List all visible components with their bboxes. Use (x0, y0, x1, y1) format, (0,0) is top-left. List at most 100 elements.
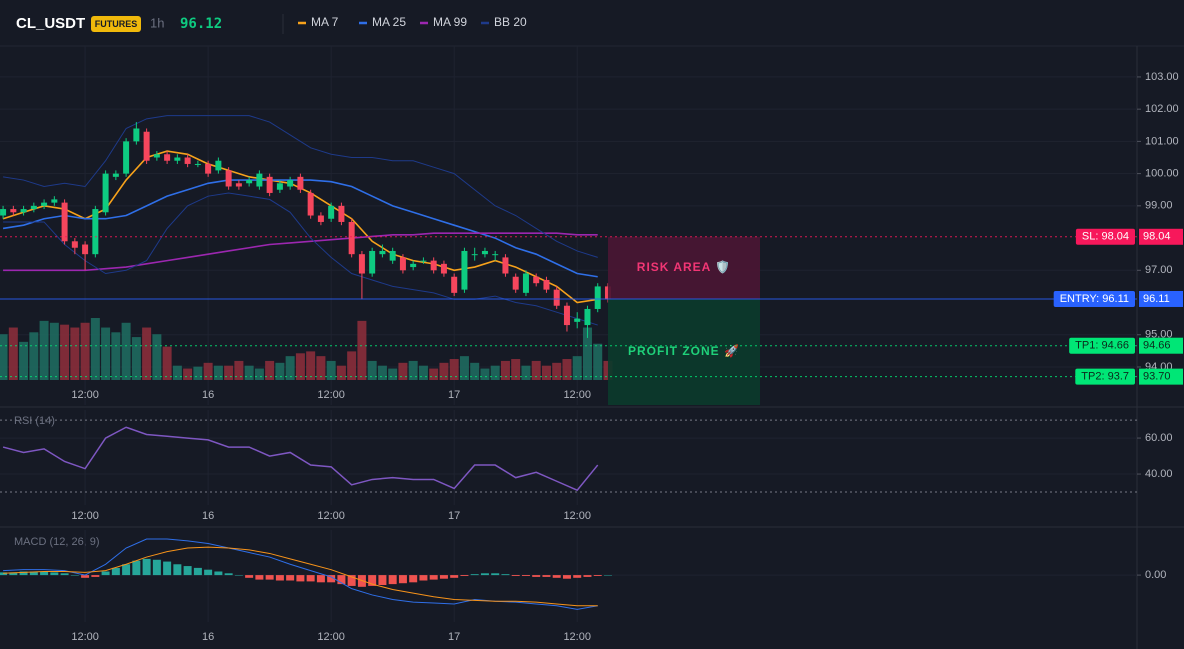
volume-bar (90, 318, 100, 380)
x-tick-label: 16 (202, 631, 214, 643)
legend-label: MA 25 (372, 15, 406, 29)
candle-body (563, 305, 570, 326)
macd-line (3, 546, 598, 607)
histogram-bar (19, 571, 28, 576)
volume-bar (326, 360, 336, 380)
volume-bar (500, 360, 510, 380)
candle-body (317, 215, 324, 222)
histogram-bar (224, 573, 233, 576)
volume-bar (336, 365, 346, 380)
histogram-bar (347, 575, 356, 586)
axis-level-bg (1139, 337, 1183, 354)
candle-body (410, 263, 417, 268)
histogram-bar (378, 575, 387, 586)
x-tick-label: 17 (448, 389, 460, 401)
histogram-bar (419, 575, 428, 581)
interval: 1h (150, 15, 164, 30)
candle-body (205, 163, 212, 174)
candle-body (358, 254, 365, 274)
y-tick-label: 99.00 (1145, 200, 1173, 212)
histogram-bar (450, 575, 459, 578)
level-label-bg (1069, 337, 1135, 354)
x-tick-label: 12:00 (563, 389, 591, 401)
histogram-bar (316, 575, 325, 583)
y-tick-label: 40.00 (1145, 468, 1173, 480)
volume-bar (142, 327, 152, 380)
volume-bar (152, 334, 162, 380)
y-tick-label: 97.00 (1145, 264, 1173, 276)
candle-body (451, 276, 458, 293)
histogram-bar (245, 575, 254, 578)
candle-body (102, 173, 109, 213)
volume-bar (131, 337, 141, 380)
x-tick-label: 12:00 (317, 631, 345, 643)
y-tick-label: 100.00 (1145, 168, 1179, 180)
volume-bar (582, 327, 592, 380)
candle-body (307, 192, 314, 216)
histogram-bar (163, 561, 172, 576)
y-tick-label: 101.00 (1145, 135, 1179, 147)
histogram-bar (388, 575, 397, 585)
legend-label: BB 20 (494, 15, 527, 29)
volume-bar (459, 356, 469, 380)
volume-bar (511, 359, 521, 380)
zone-label: PROFIT ZONE 🚀 (628, 344, 740, 358)
candle-body (553, 289, 560, 306)
histogram-bar (50, 572, 59, 576)
candle-body (246, 180, 253, 184)
candle-body (194, 163, 201, 165)
candle-body (71, 241, 78, 248)
histogram-bar (532, 575, 541, 577)
volume-bar (224, 365, 234, 380)
axis-level-label: 93.70 (1143, 371, 1171, 383)
candle-body (471, 254, 478, 256)
y-tick-label: 95.00 (1145, 329, 1173, 341)
histogram-bar (439, 575, 448, 579)
volume-bar (480, 368, 490, 380)
volume-bar (265, 360, 275, 380)
volume-bar (39, 320, 49, 380)
histogram-bar (142, 558, 151, 576)
candle-body (92, 209, 99, 255)
x-tick-label: 16 (202, 389, 214, 401)
candle-body (225, 170, 232, 187)
histogram-bar (296, 575, 305, 582)
volume-bar (439, 362, 449, 380)
candle-body (399, 257, 406, 271)
candle-body (502, 257, 509, 274)
x-tick-label: 12:00 (71, 631, 99, 643)
volume-bar (162, 346, 172, 380)
candle-body (0, 209, 7, 216)
candle-body (266, 176, 273, 193)
candle-body (574, 318, 581, 322)
candle-body (297, 176, 304, 190)
histogram-bar (583, 575, 592, 577)
candle-body (369, 250, 376, 274)
x-tick-label: 16 (202, 510, 214, 522)
volume-bar (234, 360, 244, 380)
level-label-bg (1075, 368, 1135, 385)
axis-level-bg (1139, 290, 1183, 307)
histogram-bar (81, 575, 90, 578)
histogram-bar (603, 575, 612, 576)
volume-bar (0, 334, 8, 380)
histogram-bar (511, 575, 520, 576)
x-tick-label: 12:00 (317, 389, 345, 401)
candle-body (276, 183, 283, 190)
candle-body (133, 128, 140, 142)
histogram-bar (480, 573, 489, 576)
histogram-bar (122, 564, 131, 576)
histogram-bar (593, 575, 602, 576)
volume-bar (254, 368, 264, 380)
candle-body (594, 286, 601, 309)
level-label-bg (1053, 290, 1135, 307)
level-label: SL: 98.04 (1082, 231, 1129, 243)
candle-body (41, 202, 48, 206)
candle-body (328, 205, 335, 219)
indicator-line (3, 192, 598, 326)
candle-body (389, 250, 396, 261)
y-tick-label: 0.00 (1145, 569, 1166, 581)
volume-bar (244, 365, 254, 380)
